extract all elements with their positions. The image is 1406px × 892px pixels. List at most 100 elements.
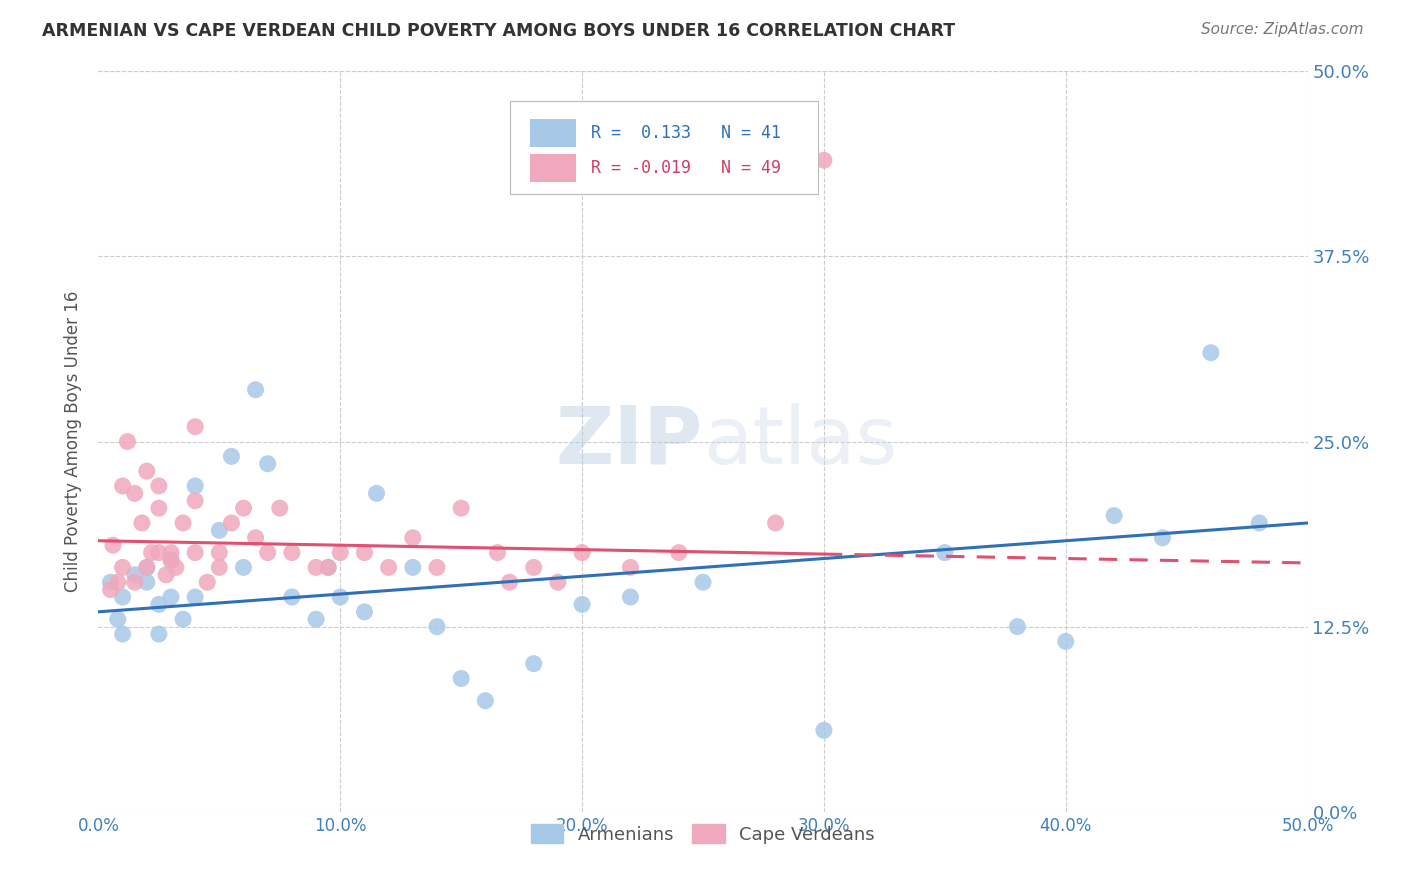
Point bbox=[1102, 508, 1125, 523]
Text: ZIP: ZIP bbox=[555, 402, 703, 481]
Point bbox=[124, 567, 146, 582]
Point bbox=[523, 657, 546, 671]
Point bbox=[155, 567, 177, 582]
Point bbox=[111, 560, 134, 574]
Point bbox=[208, 546, 231, 560]
Point bbox=[474, 694, 496, 708]
Point bbox=[148, 598, 170, 612]
Y-axis label: Child Poverty Among Boys Under 16: Child Poverty Among Boys Under 16 bbox=[65, 291, 83, 592]
Point bbox=[329, 546, 352, 560]
FancyBboxPatch shape bbox=[530, 119, 576, 147]
Point bbox=[281, 590, 304, 604]
Point bbox=[498, 575, 520, 590]
Point bbox=[221, 450, 243, 464]
Point bbox=[813, 153, 835, 168]
Point bbox=[184, 493, 207, 508]
Point bbox=[377, 560, 399, 574]
Point bbox=[813, 723, 835, 738]
Point bbox=[148, 546, 170, 560]
Point bbox=[111, 627, 134, 641]
Point bbox=[1152, 531, 1174, 545]
Point bbox=[135, 560, 157, 574]
Point bbox=[571, 546, 593, 560]
Point bbox=[135, 575, 157, 590]
Point bbox=[269, 501, 291, 516]
Point bbox=[117, 434, 139, 449]
Point bbox=[1249, 516, 1271, 530]
Point bbox=[160, 546, 183, 560]
FancyBboxPatch shape bbox=[509, 101, 818, 194]
Point bbox=[547, 575, 569, 590]
Point bbox=[305, 560, 328, 574]
Point bbox=[1007, 619, 1029, 633]
Point bbox=[1054, 634, 1077, 648]
Point bbox=[765, 516, 787, 530]
FancyBboxPatch shape bbox=[530, 153, 576, 182]
Point bbox=[160, 590, 183, 604]
Point bbox=[353, 605, 375, 619]
Point bbox=[107, 575, 129, 590]
Point bbox=[232, 501, 254, 516]
Point bbox=[329, 590, 352, 604]
Point bbox=[571, 598, 593, 612]
Point bbox=[184, 546, 207, 560]
Point bbox=[172, 612, 194, 626]
Point bbox=[208, 560, 231, 574]
Point bbox=[148, 501, 170, 516]
Point bbox=[450, 501, 472, 516]
Text: R =  0.133   N = 41: R = 0.133 N = 41 bbox=[591, 124, 780, 142]
Point bbox=[366, 486, 388, 500]
Point bbox=[426, 560, 449, 574]
Point bbox=[124, 575, 146, 590]
Point bbox=[426, 619, 449, 633]
Point bbox=[232, 560, 254, 574]
Point bbox=[256, 457, 278, 471]
Point bbox=[131, 516, 153, 530]
Point bbox=[1199, 345, 1222, 359]
Point bbox=[245, 531, 267, 545]
Point bbox=[208, 524, 231, 538]
Point bbox=[353, 546, 375, 560]
Point bbox=[523, 560, 546, 574]
Point bbox=[245, 383, 267, 397]
Text: R = -0.019   N = 49: R = -0.019 N = 49 bbox=[591, 159, 780, 177]
Point bbox=[184, 479, 207, 493]
Point bbox=[281, 546, 304, 560]
Point bbox=[934, 546, 956, 560]
Point bbox=[100, 582, 122, 597]
Point bbox=[619, 590, 641, 604]
Point bbox=[124, 486, 146, 500]
Point bbox=[141, 546, 163, 560]
Point bbox=[195, 575, 218, 590]
Text: atlas: atlas bbox=[703, 402, 897, 481]
Point bbox=[668, 546, 690, 560]
Point bbox=[402, 531, 425, 545]
Point bbox=[305, 612, 328, 626]
Point bbox=[256, 546, 278, 560]
Point bbox=[111, 479, 134, 493]
Point bbox=[316, 560, 339, 574]
Point bbox=[111, 590, 134, 604]
Point bbox=[692, 575, 714, 590]
Point bbox=[316, 560, 339, 574]
Point bbox=[101, 538, 124, 552]
Point bbox=[165, 560, 187, 574]
Point bbox=[148, 479, 170, 493]
Point bbox=[135, 560, 157, 574]
Point bbox=[172, 516, 194, 530]
Text: Source: ZipAtlas.com: Source: ZipAtlas.com bbox=[1201, 22, 1364, 37]
Legend: Armenians, Cape Verdeans: Armenians, Cape Verdeans bbox=[524, 817, 882, 851]
Point bbox=[160, 553, 183, 567]
Point bbox=[100, 575, 122, 590]
Text: ARMENIAN VS CAPE VERDEAN CHILD POVERTY AMONG BOYS UNDER 16 CORRELATION CHART: ARMENIAN VS CAPE VERDEAN CHILD POVERTY A… bbox=[42, 22, 955, 40]
Point bbox=[486, 546, 509, 560]
Point bbox=[221, 516, 243, 530]
Point bbox=[160, 553, 183, 567]
Point bbox=[148, 627, 170, 641]
Point bbox=[107, 612, 129, 626]
Point bbox=[184, 419, 207, 434]
Point bbox=[402, 560, 425, 574]
Point bbox=[450, 672, 472, 686]
Point bbox=[619, 560, 641, 574]
Point bbox=[184, 590, 207, 604]
